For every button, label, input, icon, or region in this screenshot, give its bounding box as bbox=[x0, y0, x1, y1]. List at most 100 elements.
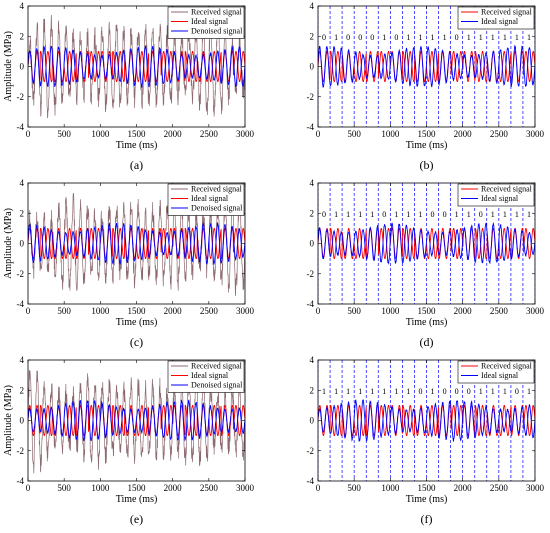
x-tick-label: 2500 bbox=[490, 129, 509, 139]
y-tick-label: 0 bbox=[20, 62, 25, 72]
chart-panel-a: 0 500 1000 1500 2000 2500 3000 -4 -2 0 2 4 Time (ms)… bbox=[3, 1, 255, 172]
x-tick-label: 0 bbox=[26, 129, 31, 139]
x-tick-label: 0 bbox=[26, 483, 31, 493]
x-tick-label: 2500 bbox=[200, 129, 219, 139]
x-tick-label: 0 bbox=[316, 306, 321, 316]
y-tick-label: 0 bbox=[20, 416, 25, 426]
legend-label: Received signal bbox=[191, 8, 243, 17]
y-tick-label: 2 bbox=[20, 208, 25, 218]
panel-caption: (a) bbox=[130, 158, 143, 172]
x-tick-label: 2500 bbox=[200, 306, 219, 316]
y-tick-label: 2 bbox=[310, 31, 315, 41]
y-tick-label: -2 bbox=[307, 269, 315, 279]
y-tick-label: -2 bbox=[17, 446, 25, 456]
y-tick-label: -4 bbox=[17, 122, 25, 132]
y-tick-label: -2 bbox=[17, 92, 25, 102]
x-tick-label: 500 bbox=[57, 483, 71, 493]
legend-label: Ideal signal bbox=[191, 17, 229, 26]
bit-label: 1 bbox=[406, 33, 410, 42]
bit-label: 1 bbox=[491, 33, 495, 42]
x-tick-label: 3000 bbox=[526, 129, 545, 139]
y-tick-label: -2 bbox=[307, 92, 315, 102]
x-tick-label: 500 bbox=[57, 306, 71, 316]
x-axis-label: Time (ms) bbox=[116, 317, 158, 328]
x-tick-label: 1500 bbox=[418, 129, 437, 139]
bit-label: 1 bbox=[334, 210, 338, 219]
bit-label: 1 bbox=[527, 33, 531, 42]
y-tick-label: -4 bbox=[307, 299, 315, 309]
x-tick-label: 2000 bbox=[164, 483, 183, 493]
y-tick-label: 0 bbox=[20, 239, 25, 249]
y-tick-label: 4 bbox=[310, 1, 315, 11]
x-tick-label: 3000 bbox=[236, 306, 255, 316]
x-tick-label: 3000 bbox=[236, 483, 255, 493]
legend-label: Received signal bbox=[481, 8, 533, 17]
y-tick-label: -4 bbox=[17, 476, 25, 486]
x-tick-label: 500 bbox=[347, 306, 361, 316]
bit-label: 1 bbox=[358, 210, 362, 219]
chart-panel-b: 0 1 0 0 0 1 0 1 1 1 1 0 1 1 1 1 1 10 500 1000 1500 2000 2500 30… bbox=[307, 1, 545, 172]
x-tick-label: 3000 bbox=[236, 129, 255, 139]
plot-area bbox=[28, 14, 245, 119]
bit-label: 0 bbox=[358, 33, 362, 42]
panel-caption: (c) bbox=[130, 335, 143, 349]
x-tick-label: 2000 bbox=[454, 306, 473, 316]
bit-label: 1 bbox=[418, 33, 422, 42]
y-tick-label: 0 bbox=[310, 62, 315, 72]
bit-label: 1 bbox=[334, 387, 338, 396]
legend-label: Received signal bbox=[481, 362, 533, 371]
bit-label: 1 bbox=[515, 210, 519, 219]
legend-label: Denoised signal bbox=[191, 204, 243, 213]
bit-label: 0 bbox=[418, 387, 422, 396]
bit-label: 0 bbox=[394, 33, 398, 42]
bit-label: 1 bbox=[527, 387, 531, 396]
x-tick-label: 2000 bbox=[454, 483, 473, 493]
bit-label: 0 bbox=[431, 210, 435, 219]
x-tick-label: 1000 bbox=[381, 306, 400, 316]
chart-panel-d: 0 1 1 1 1 0 1 1 1 0 0 1 1 0 1 1 1 10 500 1000 1500 2000 2500 30… bbox=[307, 178, 545, 349]
legend-label: Ideal signal bbox=[191, 194, 229, 203]
bit-label: 1 bbox=[491, 387, 495, 396]
legend-label: Ideal signal bbox=[481, 194, 519, 203]
legend-label: Denoised signal bbox=[191, 27, 243, 36]
y-axis-label: Amplitude (MPa) bbox=[3, 31, 14, 102]
x-tick-label: 1500 bbox=[418, 483, 437, 493]
y-tick-label: 4 bbox=[310, 178, 315, 188]
bit-label: 1 bbox=[346, 210, 350, 219]
bit-label: 1 bbox=[455, 210, 459, 219]
series-line-denoised bbox=[28, 399, 245, 442]
x-axis-label: Time (ms) bbox=[116, 494, 158, 505]
series-line-denoised bbox=[318, 44, 535, 88]
y-tick-label: 4 bbox=[310, 355, 315, 365]
bit-label: 0 bbox=[479, 210, 483, 219]
y-tick-label: -2 bbox=[17, 269, 25, 279]
bit-label: 0 bbox=[382, 210, 386, 219]
series-line-denoised bbox=[318, 221, 535, 265]
x-tick-label: 1000 bbox=[381, 129, 400, 139]
y-tick-label: 2 bbox=[310, 208, 315, 218]
y-tick-label: 0 bbox=[310, 239, 315, 249]
plot-area bbox=[28, 370, 245, 474]
bit-label: 1 bbox=[503, 210, 507, 219]
x-axis-label: Time (ms) bbox=[406, 494, 448, 505]
legend-label: Ideal signal bbox=[481, 17, 519, 26]
bit-label: 1 bbox=[406, 210, 410, 219]
bit-label: 1 bbox=[467, 210, 471, 219]
bit-label: 1 bbox=[394, 387, 398, 396]
x-tick-label: 3000 bbox=[526, 483, 545, 493]
bit-label: 1 bbox=[503, 387, 507, 396]
x-axis-label: Time (ms) bbox=[406, 317, 448, 328]
legend-label: Ideal signal bbox=[191, 371, 229, 380]
bit-label: 1 bbox=[394, 210, 398, 219]
bit-label: 0 bbox=[322, 33, 326, 42]
y-tick-label: 4 bbox=[20, 1, 25, 11]
bit-label: 0 bbox=[346, 33, 350, 42]
bit-label: 1 bbox=[479, 33, 483, 42]
bit-label: 1 bbox=[467, 33, 471, 42]
x-tick-label: 0 bbox=[316, 483, 321, 493]
